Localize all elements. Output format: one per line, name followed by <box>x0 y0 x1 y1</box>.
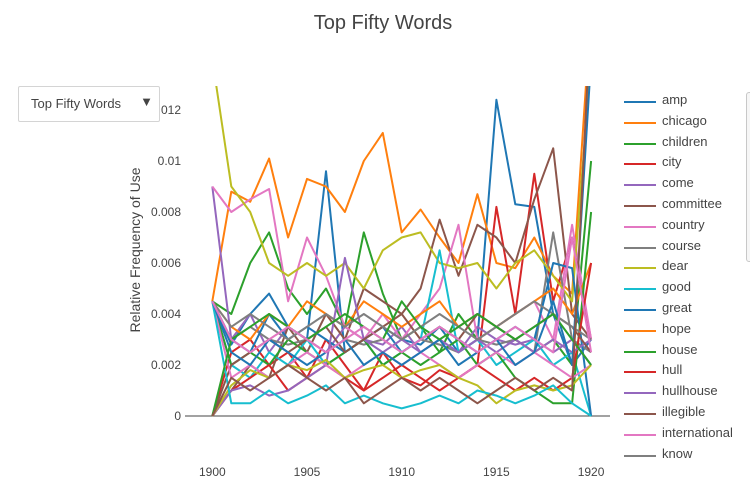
y-tick-label: 0.006 <box>151 256 181 270</box>
chart-title: Top Fifty Words <box>313 12 453 34</box>
series-line-unlabeled-22[interactable] <box>211 8 591 417</box>
legend-label: house <box>662 341 698 357</box>
legend-swatch <box>624 412 656 415</box>
series-line-unlabeled-23[interactable] <box>211 236 593 354</box>
legend-swatch <box>624 267 656 270</box>
series-line-unlabeled-21[interactable] <box>211 300 592 417</box>
legend-swatch <box>624 121 656 124</box>
legend-label: hullhouse <box>662 383 718 399</box>
y-tick-label: 0.01 <box>158 154 182 168</box>
legend-scrollbar[interactable] <box>746 92 750 262</box>
x-tick-label: 1920 <box>578 465 605 479</box>
legend-label: course <box>662 237 702 253</box>
legend-item-hullhouse[interactable]: hullhouse <box>624 383 750 404</box>
series-line-unlabeled-20[interactable] <box>211 59 591 366</box>
legend-item-hope[interactable]: hope <box>624 321 750 342</box>
chart-legend[interactable]: amp chicago children city come committee count… <box>624 92 750 466</box>
legend-label: hope <box>662 320 691 336</box>
legend-label: chicago <box>662 112 707 128</box>
legend-label: city <box>662 154 682 170</box>
legend-swatch <box>624 350 656 353</box>
legend-item-chicago[interactable]: chicago <box>624 113 750 134</box>
word-set-dropdown[interactable]: Top Fifty Words ▼ <box>18 86 160 122</box>
legend-label: hull <box>662 362 683 378</box>
series-line-unlabeled-19[interactable] <box>211 301 592 417</box>
x-tick-label: 1910 <box>388 465 415 479</box>
legend-swatch <box>624 371 656 374</box>
legend-item-good[interactable]: good <box>624 279 750 300</box>
legend-item-amp[interactable]: amp <box>624 92 750 113</box>
y-tick-label: 0.004 <box>151 307 181 321</box>
legend-swatch <box>624 204 656 207</box>
legend-label: dear <box>662 258 689 274</box>
series-line-house[interactable] <box>211 211 593 405</box>
legend-item-dear[interactable]: dear <box>624 258 750 279</box>
legend-item-illegible[interactable]: illegible <box>624 404 750 425</box>
legend-item-international[interactable]: international <box>624 425 750 446</box>
series-line-know[interactable] <box>211 300 592 341</box>
series-line-dear[interactable] <box>212 59 591 303</box>
y-tick-label: 0.002 <box>151 358 181 372</box>
x-tick-label: 1905 <box>294 465 321 479</box>
y-axis-title: Relative Frequency of Use <box>127 167 143 332</box>
legend-swatch <box>624 101 656 103</box>
legend-label: good <box>662 279 691 295</box>
legend-swatch <box>624 329 656 332</box>
legend-swatch <box>624 308 656 311</box>
legend-label: great <box>662 299 692 315</box>
legend-item-committee[interactable]: committee <box>624 196 750 217</box>
legend-item-great[interactable]: great <box>624 300 750 321</box>
y-tick-label: 0.008 <box>151 205 181 219</box>
x-tick-label: 1915 <box>483 465 510 479</box>
legend-label: know <box>662 445 693 461</box>
legend-item-country[interactable]: country <box>624 217 750 238</box>
series-line-chicago[interactable] <box>211 8 591 302</box>
legend-item-house[interactable]: house <box>624 342 750 363</box>
legend-swatch <box>624 142 656 145</box>
legend-swatch <box>624 184 656 187</box>
legend-label: children <box>662 133 708 149</box>
legend-swatch <box>624 433 656 436</box>
legend-label: country <box>662 216 705 232</box>
series-group <box>211 8 593 417</box>
legend-label: illegible <box>662 403 706 419</box>
legend-swatch <box>624 392 656 395</box>
legend-swatch <box>624 225 656 228</box>
legend-swatch <box>624 246 656 249</box>
legend-label: international <box>662 424 733 440</box>
legend-item-course[interactable]: course <box>624 238 750 259</box>
legend-label: amp <box>662 92 688 107</box>
legend-item-come[interactable]: come <box>624 175 750 196</box>
legend-swatch <box>624 454 656 457</box>
legend-swatch <box>624 163 656 166</box>
legend-label: come <box>662 175 694 191</box>
chevron-down-icon: ▼ <box>140 94 153 109</box>
y-tick-label: 0 <box>174 409 181 423</box>
dropdown-selected-label: Top Fifty Words <box>31 96 122 111</box>
legend-label: committee <box>662 195 722 211</box>
legend-item-children[interactable]: children <box>624 134 750 155</box>
legend-item-city[interactable]: city <box>624 154 750 175</box>
x-tick-label: 1900 <box>199 465 226 479</box>
legend-item-hull[interactable]: hull <box>624 362 750 383</box>
legend-swatch <box>624 288 656 291</box>
legend-item-know[interactable]: know <box>624 446 750 467</box>
